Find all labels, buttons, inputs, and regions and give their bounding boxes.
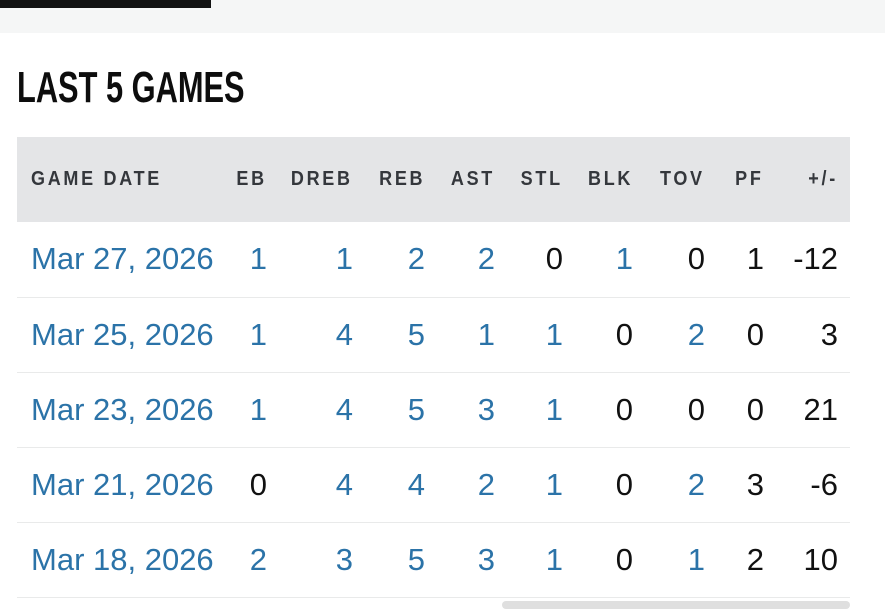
stat-cell: 1 xyxy=(705,222,764,298)
stat-cell[interactable]: 3 xyxy=(267,522,353,598)
stat-cell[interactable]: 1 xyxy=(197,297,267,373)
stat-cell[interactable]: 5 xyxy=(353,372,425,448)
stat-cell[interactable]: 4 xyxy=(353,447,425,523)
last-5-games-table: GAME DATE EB DREB REB AST STL BLK TOV PF… xyxy=(17,137,850,598)
table-row: Mar 25, 2026 1 4 5 1 1 0 2 0 3 xyxy=(17,297,850,373)
progress-bar xyxy=(0,0,211,8)
stat-cell[interactable]: 3 xyxy=(425,372,495,448)
stat-cell: 21 xyxy=(764,372,850,448)
stat-cell: 3 xyxy=(764,297,850,373)
table-row: Mar 27, 2026 1 1 2 2 0 1 0 1 -12 xyxy=(17,222,850,298)
column-header-reb: REB xyxy=(353,137,425,222)
stat-cell[interactable]: 2 xyxy=(425,447,495,523)
stat-cell: 0 xyxy=(705,372,764,448)
stat-cell: 0 xyxy=(633,222,705,298)
stat-cell[interactable]: 4 xyxy=(267,372,353,448)
column-header-blk: BLK xyxy=(563,137,633,222)
stat-cell: -12 xyxy=(764,222,850,298)
stat-cell[interactable]: 1 xyxy=(425,297,495,373)
column-header-plus-minus: +/- xyxy=(764,137,850,222)
stat-cell[interactable]: 1 xyxy=(197,222,267,298)
stat-cell[interactable]: 2 xyxy=(425,222,495,298)
stat-cell[interactable]: 3 xyxy=(425,522,495,598)
column-header-ast: AST xyxy=(425,137,495,222)
stat-cell[interactable]: 1 xyxy=(495,297,563,373)
stat-cell[interactable]: 1 xyxy=(197,372,267,448)
stat-cell[interactable]: 1 xyxy=(495,372,563,448)
game-date-link[interactable]: Mar 25, 2026 xyxy=(31,316,214,352)
stat-cell[interactable]: 2 xyxy=(197,522,267,598)
column-header-game-date: GAME DATE xyxy=(17,137,197,222)
stat-cell[interactable]: 2 xyxy=(633,297,705,373)
stat-cell[interactable]: 4 xyxy=(267,297,353,373)
table-header-row: GAME DATE EB DREB REB AST STL BLK TOV PF… xyxy=(17,137,850,222)
stat-cell[interactable]: 4 xyxy=(267,447,353,523)
game-date-link[interactable]: Mar 27, 2026 xyxy=(31,241,214,277)
stat-cell: 0 xyxy=(197,447,267,523)
stat-cell[interactable]: 1 xyxy=(563,222,633,298)
column-header-dreb: DREB xyxy=(267,137,353,222)
table-row: Mar 23, 2026 1 4 5 3 1 0 0 0 21 xyxy=(17,372,850,448)
game-date-cell: Mar 21, 2026 xyxy=(17,447,214,523)
stat-cell: 3 xyxy=(705,447,764,523)
stat-cell: 2 xyxy=(705,522,764,598)
stat-cell: 0 xyxy=(563,522,633,598)
game-date-cell: Mar 23, 2026 xyxy=(17,372,214,448)
stat-cell[interactable]: 1 xyxy=(633,522,705,598)
game-date-cell: Mar 25, 2026 xyxy=(17,297,214,373)
stat-cell: 0 xyxy=(633,372,705,448)
stat-cell[interactable]: 1 xyxy=(495,447,563,523)
table-row: Mar 18, 2026 2 3 5 3 1 0 1 2 10 xyxy=(17,522,850,598)
stat-cell: 0 xyxy=(705,297,764,373)
stat-cell[interactable]: 5 xyxy=(353,522,425,598)
game-date-link[interactable]: Mar 18, 2026 xyxy=(31,541,214,577)
stat-cell[interactable]: 2 xyxy=(353,222,425,298)
game-date-cell: Mar 27, 2026 xyxy=(17,222,214,298)
column-header-eb: EB xyxy=(197,137,267,222)
stat-cell: 0 xyxy=(495,222,563,298)
game-date-link[interactable]: Mar 21, 2026 xyxy=(31,466,214,502)
stat-cell[interactable]: 1 xyxy=(495,522,563,598)
stat-cell[interactable]: 5 xyxy=(353,297,425,373)
column-header-tov: TOV xyxy=(633,137,705,222)
game-date-cell: Mar 18, 2026 xyxy=(17,522,214,598)
column-header-pf: PF xyxy=(705,137,764,222)
stat-cell: 10 xyxy=(764,522,850,598)
stat-cell: 0 xyxy=(563,372,633,448)
stat-cell: -6 xyxy=(764,447,850,523)
table-row: Mar 21, 2026 0 4 4 2 1 0 2 3 -6 xyxy=(17,447,850,523)
stat-cell[interactable]: 2 xyxy=(633,447,705,523)
horizontal-scrollbar-thumb[interactable] xyxy=(502,601,850,609)
section-title: LAST 5 GAMES xyxy=(17,63,245,112)
stat-cell[interactable]: 1 xyxy=(267,222,353,298)
stat-cell: 0 xyxy=(563,447,633,523)
column-header-stl: STL xyxy=(495,137,563,222)
game-date-link[interactable]: Mar 23, 2026 xyxy=(31,391,214,427)
stat-cell: 0 xyxy=(563,297,633,373)
